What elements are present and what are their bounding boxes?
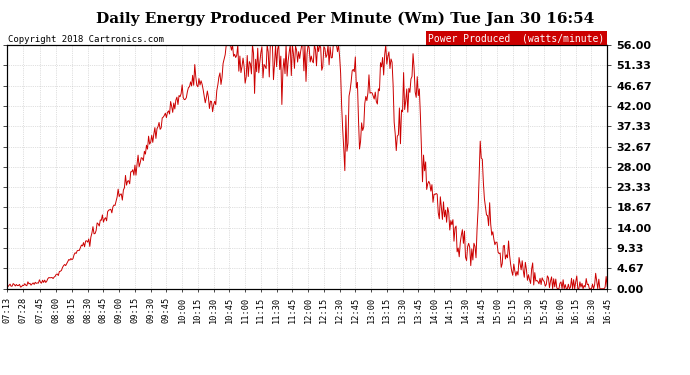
Text: Power Produced  (watts/minute): Power Produced (watts/minute)	[428, 34, 604, 44]
Text: Copyright 2018 Cartronics.com: Copyright 2018 Cartronics.com	[8, 35, 164, 44]
Text: Daily Energy Produced Per Minute (Wm) Tue Jan 30 16:54: Daily Energy Produced Per Minute (Wm) Tu…	[96, 11, 594, 26]
